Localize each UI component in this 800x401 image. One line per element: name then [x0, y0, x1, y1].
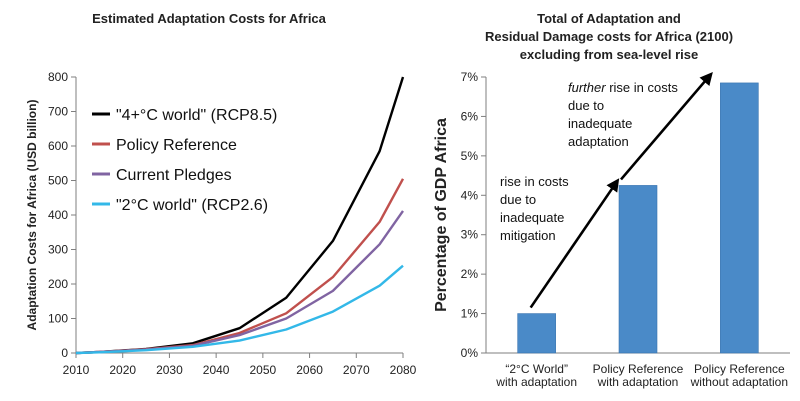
- series-line-4: [75, 264, 404, 355]
- adaptation-annotation: adaptation: [568, 134, 629, 149]
- bar-category-label-1: “2°C World”: [505, 362, 568, 376]
- bar-y-tick-label: 0%: [461, 346, 479, 360]
- x-tick-label: 2020: [109, 363, 136, 377]
- y-tick-label: 300: [48, 243, 68, 257]
- bar-y-axis-title: Percentage of GDP Africa: [433, 118, 450, 312]
- y-axis-title: Adaptation Costs for Africa (USD billion…: [25, 100, 39, 331]
- line-chart: 0 100 200 300 400 500 600 700 800 2010 2020 2030 204…: [25, 70, 417, 377]
- adaptation-annotation-first-line: further rise in costs: [568, 80, 678, 95]
- y-tick-label: 200: [48, 277, 68, 291]
- bar-chart-title-line-2: Residual Damage costs for Africa (2100): [484, 29, 734, 44]
- x-tick-label: 2030: [156, 363, 183, 377]
- bar-category-label-2: with adaptation: [597, 375, 679, 389]
- line-chart-title: Estimated Adaptation Costs for Africa: [92, 11, 326, 26]
- bar-y-tick-label: 2%: [461, 267, 479, 281]
- line-chart-panel: Estimated Adaptation Costs for Africa 0 1…: [25, 11, 417, 377]
- legend-label-4: "2°C world" (RCP2.6): [116, 197, 268, 214]
- bar-chart-title-line-3: excluding from sea-level rise: [519, 47, 699, 62]
- x-tick-label: 2070: [343, 363, 370, 377]
- bar-chart-title: Total of Adaptation and Residual Damage …: [418, 10, 800, 64]
- y-tick-label: 400: [48, 208, 68, 222]
- y-tick-label: 600: [48, 139, 68, 153]
- bar-y-tick-label: 6%: [461, 109, 479, 123]
- x-tick-label: 2060: [296, 363, 323, 377]
- bar-y-tick-label: 7%: [461, 70, 479, 84]
- bar-1: [517, 313, 556, 354]
- adaptation-annotation: inadequate: [568, 116, 632, 131]
- y-tick-label: 700: [48, 105, 68, 119]
- bar-y-tick-label: 1%: [461, 307, 479, 321]
- mitigation-arrow: [529, 178, 620, 309]
- bar-chart-title-line-1: Total of Adaptation and: [537, 11, 681, 26]
- x-tick-label: 2010: [63, 363, 90, 377]
- adaptation-arrow: [620, 71, 713, 181]
- y-tick-label: 100: [48, 312, 68, 326]
- x-tick-label: 2040: [203, 363, 230, 377]
- bar-chart-panel: Total of Adaptation and Residual Damage …: [418, 0, 800, 401]
- y-tick-label: 0: [61, 346, 68, 360]
- bar-y-tick-label: 5%: [461, 149, 479, 163]
- bar-2: [618, 185, 658, 354]
- legend-label-3: Current Pledges: [116, 167, 232, 184]
- mitigation-annotation: due to: [500, 192, 536, 207]
- adaptation-annotation: due to: [568, 98, 604, 113]
- legend-label-2: Policy Reference: [116, 137, 237, 154]
- x-tick-label: 2050: [250, 363, 277, 377]
- mitigation-annotation: rise in costs: [500, 174, 569, 189]
- x-tick-label: 2080: [390, 363, 417, 377]
- series-line-3: [75, 210, 404, 355]
- mitigation-annotation: mitigation: [500, 228, 556, 243]
- y-tick-label: 500: [48, 174, 68, 188]
- bar-category-label-2: Policy Reference: [593, 362, 684, 376]
- mitigation-annotation: inadequate: [500, 210, 564, 225]
- bar-category-label-3: without adaptation: [690, 375, 788, 389]
- bar-y-tick-label: 3%: [461, 228, 479, 242]
- bar-category-label-3: Policy Reference: [694, 362, 785, 376]
- bar-3: [720, 82, 759, 354]
- bar-category-label-1: with adaptation: [495, 375, 577, 389]
- bar-y-tick-label: 4%: [461, 188, 479, 202]
- legend-label-1: "4+°C world" (RCP8.5): [116, 107, 277, 124]
- bar-chart: 0% 1% 2% 3% 4% 5% 6% 7% Percentage of GDP Africa…: [433, 70, 790, 389]
- y-tick-label: 800: [48, 70, 68, 84]
